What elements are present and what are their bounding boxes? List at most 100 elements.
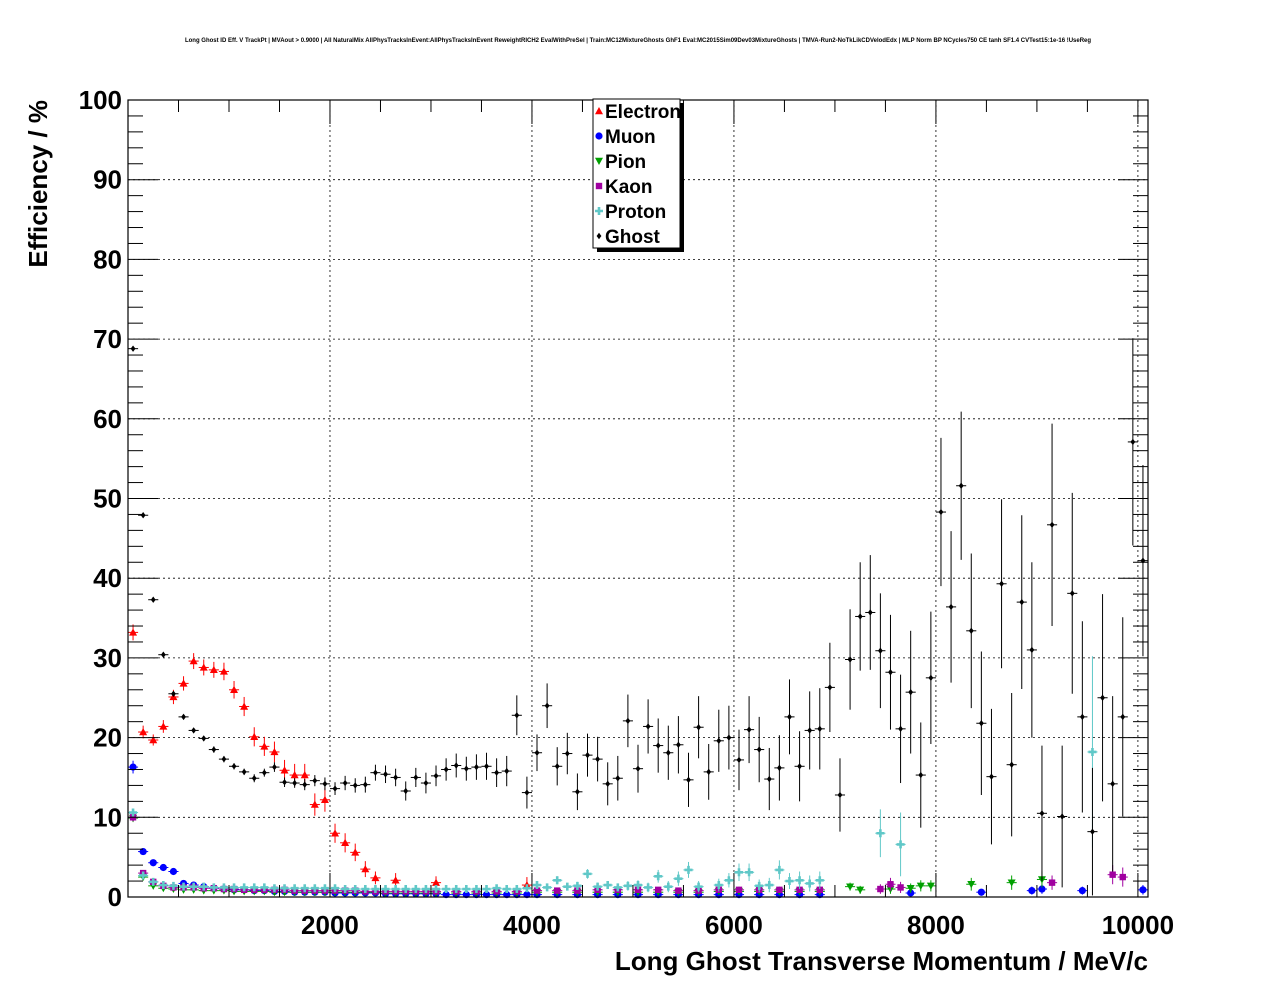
data-point — [260, 742, 269, 750]
data-point — [1069, 590, 1075, 597]
legend-label: Muon — [605, 127, 656, 148]
data-point — [270, 884, 279, 893]
data-point — [1038, 885, 1046, 893]
data-point — [241, 768, 247, 776]
data-point — [361, 865, 370, 873]
data-point — [169, 867, 178, 876]
data-point — [595, 755, 601, 763]
data-point — [877, 647, 883, 654]
data-point — [857, 613, 863, 620]
data-point — [463, 765, 469, 772]
data-point — [554, 887, 561, 894]
data-point — [191, 727, 197, 734]
data-point — [1109, 871, 1116, 878]
data-point — [504, 767, 510, 775]
data-point — [300, 884, 309, 893]
y-tick-label: 0 — [108, 882, 122, 912]
data-point — [533, 881, 542, 890]
data-point — [149, 877, 158, 886]
data-point — [522, 884, 531, 893]
legend-label: Kaon — [605, 177, 653, 198]
data-point — [1059, 813, 1065, 820]
data-point — [634, 881, 642, 890]
y-tick-label: 90 — [93, 165, 122, 195]
data-point — [280, 884, 289, 893]
y-tick-label: 60 — [93, 404, 122, 434]
data-point — [795, 876, 804, 885]
series-pion — [128, 814, 1048, 898]
data-point — [805, 879, 814, 888]
data-point — [948, 603, 954, 611]
axes: 2000 4000 6000 8000 10000 0 10 20 30 40 50 60 70 80 90… — [79, 85, 1174, 940]
data-point — [342, 779, 348, 787]
data-point — [846, 883, 855, 891]
data-point — [595, 207, 603, 215]
data-point — [958, 482, 964, 489]
data-point — [585, 751, 590, 759]
data-point — [1140, 557, 1146, 564]
data-point — [179, 882, 188, 891]
data-point — [553, 876, 562, 885]
data-point — [502, 885, 511, 894]
legend: Electron Muon Pion Kaon Proton Ghost — [592, 98, 684, 252]
data-point — [827, 684, 833, 691]
data-point — [472, 885, 481, 894]
data-point — [352, 782, 358, 789]
data-point — [231, 763, 237, 770]
data-point — [543, 883, 552, 892]
data-point — [403, 787, 409, 795]
data-point — [401, 885, 410, 894]
data-point — [421, 885, 430, 894]
data-point — [230, 685, 239, 693]
data-point — [332, 785, 338, 792]
data-point — [623, 881, 632, 890]
data-point — [209, 665, 218, 674]
x-tick-label: 6000 — [705, 910, 763, 940]
data-point — [533, 887, 541, 894]
data-point — [644, 883, 653, 892]
data-point — [432, 885, 441, 894]
data-point — [261, 769, 267, 776]
data-point — [250, 732, 259, 741]
legend-label: Ghost — [605, 227, 661, 248]
data-point — [908, 688, 914, 696]
data-point — [1110, 780, 1116, 788]
data-point — [837, 791, 843, 799]
data-point — [775, 865, 784, 874]
data-point — [574, 887, 581, 894]
data-point — [654, 872, 663, 881]
data-point — [219, 883, 228, 892]
data-point — [452, 885, 461, 894]
data-point — [593, 882, 602, 891]
chart-title: Long Ghost ID Eff. V TrackPt | MVAout > … — [185, 38, 1091, 44]
data-point — [1028, 887, 1036, 895]
data-point — [139, 871, 148, 880]
y-tick-label: 10 — [93, 802, 122, 832]
data-point — [433, 772, 439, 780]
data-point — [684, 865, 693, 874]
data-point — [320, 795, 329, 803]
data-point — [391, 885, 400, 894]
data-point — [331, 884, 340, 893]
data-point — [383, 771, 388, 778]
data-point — [270, 747, 279, 756]
data-point — [989, 773, 994, 780]
data-series — [128, 338, 1148, 899]
data-point — [240, 702, 249, 710]
data-point — [373, 769, 378, 776]
data-point — [300, 771, 309, 779]
data-point — [322, 780, 328, 788]
data-point — [199, 663, 208, 671]
data-point — [139, 728, 148, 736]
data-point — [341, 838, 350, 847]
data-point — [625, 717, 631, 725]
data-point — [443, 766, 449, 773]
data-point — [1048, 879, 1056, 886]
data-point — [595, 182, 603, 190]
data-point — [260, 883, 269, 892]
data-point — [1079, 713, 1085, 721]
data-point — [968, 627, 974, 635]
data-point — [159, 881, 168, 890]
data-point — [816, 886, 823, 894]
